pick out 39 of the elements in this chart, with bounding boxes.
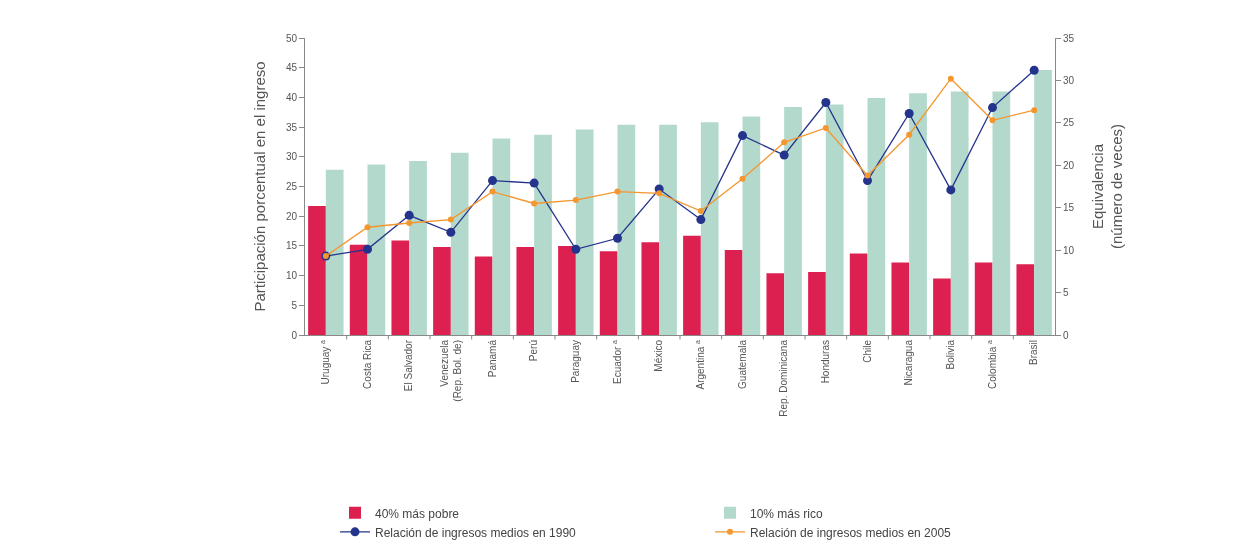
x-tick-label: Bolivia: [945, 339, 957, 370]
y-axis-title: Participación porcentual en el ingreso: [251, 61, 268, 312]
y2-tick-label: 5: [1063, 287, 1069, 299]
y2-tick-label: 25: [1063, 117, 1075, 129]
y-tick-label: 45: [285, 62, 298, 74]
y2-axis-title: Equivalencia (número de veces): [1088, 123, 1125, 250]
y-tick-label: 25: [285, 181, 298, 192]
y2-tick-label: 10: [1063, 244, 1075, 256]
legend-label: Relación de ingresos medios en 2005: [750, 525, 952, 540]
x-tick-label: Rep. Dominicana: [778, 339, 790, 417]
y2-tick-label: 30: [1063, 74, 1075, 86]
y2-tick-label: 35: [1063, 32, 1075, 44]
x-tick-label: El Salvador: [403, 339, 415, 392]
x-tick-label: Perú: [528, 340, 540, 362]
y-tick-label: 50: [285, 32, 298, 44]
x-tick-label: Costa Rica: [361, 339, 373, 389]
y-tick-label: 30: [285, 151, 298, 163]
x-tick-label: Chile: [861, 339, 873, 363]
legend-label: 40% más pobre: [375, 506, 460, 521]
y2-tick-label: 20: [1063, 159, 1075, 171]
x-tick-label: Honduras: [820, 340, 832, 384]
y-tick-label: 35: [285, 121, 298, 133]
y2-tick-label: 0: [1063, 329, 1069, 341]
y-tick-label: 5: [291, 299, 298, 311]
y2-tick-label: 15: [1063, 202, 1075, 214]
x-tick-label: Paraguay: [570, 340, 582, 383]
legend-label: Relación de ingresos medios en 1990: [375, 525, 577, 540]
y-tick-label: 10: [285, 270, 298, 282]
x-tick-label: Guatemala: [736, 339, 748, 389]
x-tick-label: Brasil: [1028, 340, 1040, 366]
x-tick-label: Nicaragua: [903, 339, 915, 386]
x-tick-label: México: [653, 339, 665, 372]
y-tick-label: 15: [285, 240, 298, 252]
x-tick-label: Panamá: [486, 339, 498, 378]
y-tick-label: 0: [291, 329, 298, 341]
y-tick-label: 40: [285, 91, 298, 103]
legend-label: 10% más rico: [750, 506, 824, 521]
x-tick-label: Venezuela (Rep. Bol. de): [438, 339, 463, 402]
y-tick-label: 20: [285, 210, 298, 222]
